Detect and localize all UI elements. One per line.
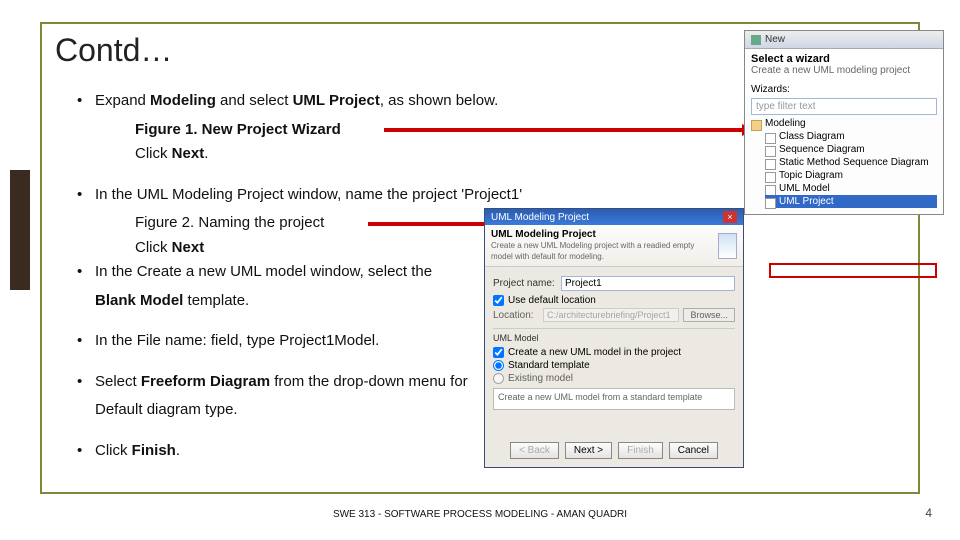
dialog-titlebar-text: UML Modeling Project bbox=[491, 212, 589, 223]
wizard-panel: New Select a wizard Create a new UML mod… bbox=[744, 30, 944, 215]
page-number: 4 bbox=[925, 506, 932, 520]
tree-item[interactable]: UML Project bbox=[765, 195, 937, 208]
dialog-banner: UML Modeling Project Create a new UML Mo… bbox=[485, 225, 743, 267]
standard-template-row: Standard template bbox=[493, 360, 735, 371]
wizard-heading: Select a wizard bbox=[751, 53, 830, 65]
footer-text: SWE 313 - SOFTWARE PROCESS MODELING - AM… bbox=[0, 509, 960, 520]
dialog-desc: Create a new UML Modeling project with a… bbox=[491, 241, 694, 261]
create-model-row: Create a new UML model in the project bbox=[493, 347, 735, 358]
next-button[interactable]: Next > bbox=[565, 442, 612, 459]
dialog-banner-icon bbox=[718, 233, 737, 259]
wizard-tree: Modeling Class DiagramSequence DiagramSt… bbox=[751, 117, 937, 208]
wizard-heading-section: Select a wizard Create a new UML modelin… bbox=[745, 49, 943, 80]
tree-item[interactable]: Class Diagram bbox=[765, 130, 937, 143]
existing-model-radio[interactable] bbox=[493, 373, 504, 384]
create-model-label: Create a new UML model in the project bbox=[508, 347, 681, 358]
arrow-to-wizard bbox=[384, 128, 744, 132]
slide-title: Contd… bbox=[55, 32, 172, 69]
wizard-icon bbox=[751, 35, 761, 45]
cancel-button[interactable]: Cancel bbox=[669, 442, 718, 459]
highlight-uml-project bbox=[769, 263, 937, 278]
wizards-label: Wizards: bbox=[745, 80, 943, 95]
standard-template-radio[interactable] bbox=[493, 360, 504, 371]
tree-item[interactable]: Sequence Diagram bbox=[765, 143, 937, 156]
finish-button[interactable]: Finish bbox=[618, 442, 663, 459]
bullet-2: In the UML Modeling Project window, name… bbox=[75, 184, 695, 207]
dialog-button-bar: < Back Next > Finish Cancel bbox=[485, 438, 743, 463]
existing-model-row: Existing model bbox=[493, 373, 735, 384]
uml-model-label: UML Model bbox=[493, 333, 735, 343]
browse-button[interactable]: Browse... bbox=[683, 308, 735, 322]
use-default-checkbox[interactable] bbox=[493, 295, 504, 306]
wizard-filter-input[interactable]: type filter text bbox=[751, 98, 937, 115]
wizard-titlebar: New bbox=[745, 31, 943, 49]
uml-dialog: UML Modeling Project × UML Modeling Proj… bbox=[484, 208, 744, 468]
use-default-row: Use default location bbox=[493, 295, 735, 306]
dialog-titlebar: UML Modeling Project × bbox=[485, 209, 743, 225]
bullet-1: Expand Modeling and select UML Project, … bbox=[75, 90, 695, 113]
project-name-label: Project name: bbox=[493, 278, 557, 289]
wizard-titlebar-text: New bbox=[765, 34, 785, 45]
location-row: Location: C:/architecturebriefing/Projec… bbox=[493, 308, 735, 322]
dialog-heading: UML Modeling Project bbox=[491, 229, 596, 240]
use-default-label: Use default location bbox=[508, 295, 596, 306]
create-model-checkbox[interactable] bbox=[493, 347, 504, 358]
location-label: Location: bbox=[493, 310, 539, 321]
tree-item[interactable]: Topic Diagram bbox=[765, 169, 937, 182]
template-desc: Create a new UML model from a standard t… bbox=[493, 388, 735, 410]
project-name-input[interactable] bbox=[561, 276, 735, 291]
close-icon[interactable]: × bbox=[723, 211, 737, 223]
existing-model-label: Existing model bbox=[508, 373, 573, 384]
tree-item[interactable]: UML Model bbox=[765, 182, 937, 195]
tree-modeling[interactable]: Modeling bbox=[751, 117, 937, 130]
bullet-1-next: Click Next. bbox=[75, 143, 695, 166]
decorative-side-bar bbox=[10, 170, 30, 290]
tree-item[interactable]: Static Method Sequence Diagram bbox=[765, 156, 937, 169]
standard-template-label: Standard template bbox=[508, 360, 590, 371]
back-button[interactable]: < Back bbox=[510, 442, 559, 459]
location-field: C:/architecturebriefing/Project1 bbox=[543, 308, 679, 322]
project-name-row: Project name: bbox=[493, 276, 735, 291]
wizard-subheading: Create a new UML modeling project bbox=[751, 65, 910, 76]
